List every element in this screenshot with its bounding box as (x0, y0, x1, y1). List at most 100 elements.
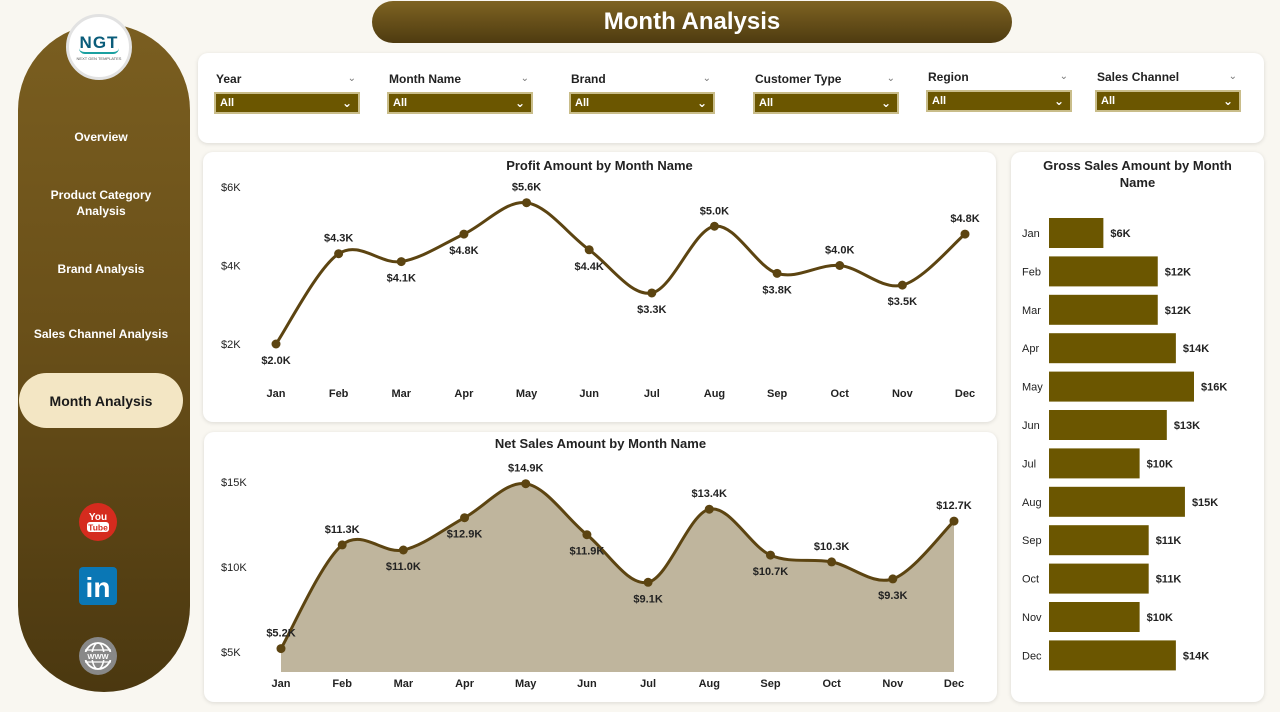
nav-item-overview[interactable]: Overview (74, 130, 128, 144)
linkedin-text: in (86, 572, 111, 603)
data-label: $4.0K (825, 245, 854, 257)
y-category-label: Dec (1022, 650, 1042, 662)
data-point (396, 257, 406, 267)
bar-value-label: $15K (1192, 497, 1218, 509)
filter-sales-channel-label: Sales Channel ⌄ (1095, 67, 1241, 87)
data-label: $9.1K (633, 593, 662, 605)
x-tick-label: Jun (579, 388, 599, 400)
y-category-label: May (1022, 382, 1043, 394)
data-label: $3.5K (888, 296, 917, 308)
filter-month-name[interactable]: Month Name ⌄ All ⌄ (387, 69, 533, 114)
bar-value-label: $14K (1183, 343, 1209, 355)
data-label: $4.4K (575, 261, 604, 273)
bar (1049, 410, 1167, 440)
x-tick-label: Feb (329, 388, 349, 400)
filter-customer-type[interactable]: Customer Type ⌄ All ⌄ (753, 69, 899, 114)
linkedin-icon[interactable]: in (78, 566, 118, 606)
x-tick-label: Nov (882, 678, 904, 690)
nav-item-month-analysis[interactable]: Month Analysis (19, 373, 183, 428)
bar (1049, 371, 1194, 402)
profit-chart-panel: Profit Amount by Month Name $6K $4K $2K $2.… (203, 152, 996, 422)
chevron-down-icon: ⌄ (696, 96, 707, 110)
nav-item-brand-analysis[interactable]: Brand Analysis (57, 262, 145, 276)
bar-value-label: $16K (1201, 382, 1227, 394)
data-label: $3.3K (637, 304, 666, 316)
y-category-label: Sep (1022, 535, 1042, 547)
x-tick-label: Aug (699, 678, 720, 690)
bar-value-label: $12K (1165, 305, 1191, 317)
data-point (897, 280, 907, 290)
youtube-icon[interactable]: You Tube (78, 502, 118, 542)
filter-brand-label: Brand ⌄ (569, 69, 715, 89)
filters-panel: Year ⌄ All ⌄ Month Name ⌄ All ⌄ Brand ⌄ All ⌄ … (198, 53, 1264, 143)
gross-sales-chart-panel: Gross Sales Amount by Month Name Jan $6K F… (1011, 152, 1264, 702)
x-tick-label: Aug (704, 388, 725, 400)
data-point (643, 577, 653, 587)
y-tick-label: $5K (221, 647, 241, 659)
y-category-label: Jul (1022, 458, 1036, 470)
data-point (827, 557, 837, 567)
x-tick-label: Apr (454, 388, 474, 400)
logo-wave-icon (79, 48, 119, 54)
filter-year-label: Year ⌄ (214, 69, 360, 89)
data-label: $4.8K (950, 213, 979, 225)
data-point (765, 550, 775, 560)
data-label: $10.3K (814, 541, 850, 553)
filter-year-dropdown[interactable]: All ⌄ (214, 92, 360, 114)
net-sales-chart-title: Net Sales Amount by Month Name (494, 436, 707, 451)
bar (1049, 256, 1158, 287)
filter-region-dropdown[interactable]: All ⌄ (926, 90, 1072, 112)
y-category-label: Jan (1022, 228, 1040, 240)
data-point (835, 261, 845, 270)
x-tick-label: Sep (767, 388, 787, 400)
globe-icon[interactable]: WWW (78, 636, 118, 676)
data-label: $12.7K (936, 500, 972, 512)
data-label: $11.9K (569, 546, 604, 558)
bar (1049, 525, 1149, 556)
data-label: $5.6K (512, 182, 541, 194)
data-label: $2.0K (261, 355, 290, 367)
y-category-label: Apr (1022, 343, 1039, 355)
chevron-down-icon: ⌄ (1053, 94, 1064, 108)
filter-customer-type-dropdown[interactable]: All ⌄ (753, 92, 899, 114)
bar (1049, 333, 1176, 364)
y-tick-label: $6K (221, 182, 241, 194)
filter-year[interactable]: Year ⌄ All ⌄ (214, 69, 360, 114)
chevron-down-icon: ⌄ (514, 96, 525, 110)
data-point (521, 479, 531, 489)
filter-sales-channel[interactable]: Sales Channel ⌄ All ⌄ (1095, 67, 1241, 112)
y-category-label: Feb (1022, 266, 1041, 278)
bar (1049, 563, 1149, 594)
ngt-logo[interactable]: NGT NEXT GEN TEMPLATES (66, 14, 132, 80)
x-tick-label: May (516, 388, 538, 400)
filter-brand[interactable]: Brand ⌄ All ⌄ (569, 69, 715, 114)
filter-month-name-label: Month Name ⌄ (387, 69, 533, 89)
data-label: $9.3K (878, 590, 907, 602)
filter-month-name-dropdown[interactable]: All ⌄ (387, 92, 533, 114)
profit-chart-title: Profit Amount by Month Name (506, 158, 693, 173)
bar (1049, 218, 1104, 248)
filter-sales-channel-dropdown[interactable]: All ⌄ (1095, 90, 1241, 112)
data-label: $4.1K (387, 273, 416, 285)
x-tick-label: Mar (391, 388, 411, 400)
x-tick-label: Nov (892, 388, 914, 400)
filter-region[interactable]: Region ⌄ All ⌄ (926, 67, 1072, 112)
filter-brand-dropdown[interactable]: All ⌄ (569, 92, 715, 114)
nav-item-product-category-analysis[interactable]: Product Category Analysis (50, 188, 152, 218)
data-label: $10.7K (753, 566, 789, 578)
data-label: $14.9K (508, 463, 544, 475)
data-point (334, 249, 344, 259)
data-label: $11.3K (325, 524, 360, 536)
y-tick-label: $4K (221, 261, 241, 273)
data-point (271, 339, 281, 349)
data-point (582, 530, 592, 540)
data-label: $4.3K (324, 233, 353, 245)
bar-value-label: $11K (1156, 535, 1182, 547)
filter-region-label: Region ⌄ (926, 67, 1072, 87)
gross-sales-chart-title: Gross Sales Amount by Month Name (1043, 158, 1232, 190)
y-category-label: Mar (1022, 305, 1041, 317)
nav-item-sales-channel-analysis[interactable]: Sales Channel Analysis (33, 327, 169, 341)
series-line (274, 201, 966, 345)
area-fill (281, 483, 954, 672)
bar-value-label: $13K (1174, 420, 1200, 432)
